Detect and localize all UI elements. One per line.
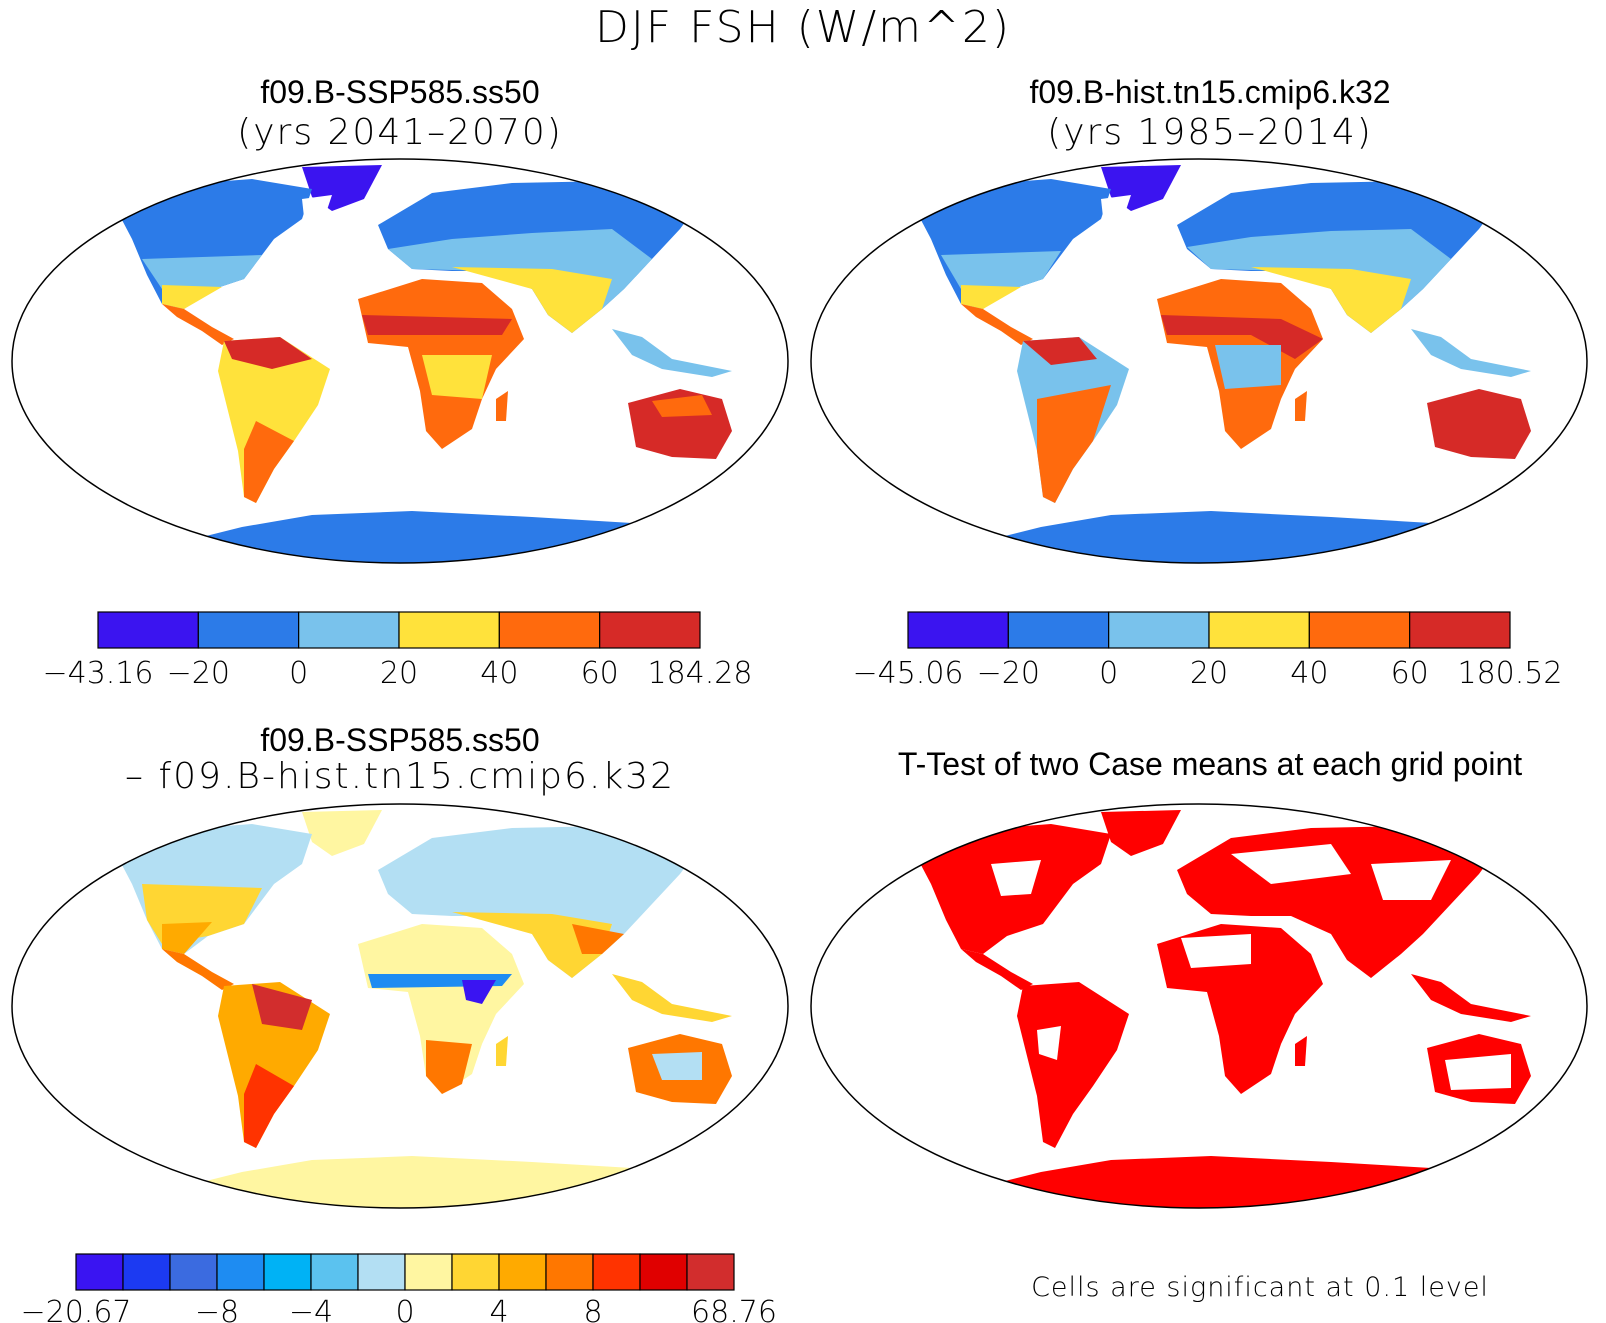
colorbar-swatch <box>169 1253 218 1291</box>
colorbar-tick-label: −20 <box>167 656 230 691</box>
historical-years: (yrs 1985–2014) <box>1047 112 1373 153</box>
colorbar-tick-label: 40 <box>480 656 518 691</box>
ttest-note: Cells are significant at 0.1 level <box>1031 1272 1489 1303</box>
colorbar-tick-label: −20.67 <box>20 1295 131 1323</box>
colorbar-swatch <box>1208 611 1310 649</box>
colorbar-tick-label: 0 <box>1099 656 1118 691</box>
colorbar-tick-label: 8 <box>583 1295 602 1323</box>
colorbar-swatch <box>216 1253 265 1291</box>
difference-case-name: f09.B-SSP585.ss50 <box>260 722 540 758</box>
colorbar-swatch <box>122 1253 171 1291</box>
colorbar-swatch <box>398 611 500 649</box>
colorbar-tick-label: 60 <box>1391 656 1429 691</box>
future-map <box>11 158 789 564</box>
colorbar-swatch <box>599 611 701 649</box>
colorbar-tick-label: 40 <box>1290 656 1328 691</box>
future-years: (yrs 2041–2070) <box>237 112 563 153</box>
colorbar-tick-label: −4 <box>289 1295 333 1323</box>
difference-colorbar: −20.67 −8 −4 0 4 8 68.76 <box>20 1253 777 1323</box>
colorbar-tick-label: −43.16 <box>42 656 153 691</box>
colorbar-tick-label: 68.76 <box>691 1295 777 1323</box>
colorbar-swatch <box>592 1253 641 1291</box>
colorbar-swatch <box>263 1253 312 1291</box>
ttest-map <box>810 803 1588 1209</box>
colorbar-swatch <box>404 1253 453 1291</box>
colorbar-swatch <box>298 611 400 649</box>
colorbar-tick-label: 184.28 <box>648 656 753 691</box>
historical-case-name: f09.B-hist.tn15.cmip6.k32 <box>1029 74 1391 110</box>
colorbar-swatch <box>686 1253 735 1291</box>
colorbar-swatch <box>498 1253 547 1291</box>
difference-map <box>11 803 789 1209</box>
colorbar-tick-label: 0 <box>395 1295 414 1323</box>
historical-map <box>810 158 1588 564</box>
colorbar-swatch <box>498 611 601 649</box>
historical-colorbar: −45.06 −20 0 20 40 60 180.52 <box>852 611 1563 691</box>
future-colorbar: −43.16 −20 0 20 40 60 184.28 <box>42 611 753 691</box>
colorbar-swatch <box>1007 611 1110 649</box>
colorbar-swatch <box>75 1253 124 1291</box>
colorbar-tick-label: 180.52 <box>1458 656 1563 691</box>
main-title: DJF FSH (W/m^2) <box>594 2 1012 53</box>
colorbar-tick-label: 0 <box>289 656 308 691</box>
ttest-title: T-Test of two Case means at each grid po… <box>897 746 1523 782</box>
colorbar-swatch <box>310 1253 359 1291</box>
colorbar-swatch <box>451 1253 500 1291</box>
colorbar-tick-label: −45.06 <box>852 656 963 691</box>
colorbar-swatch <box>97 611 199 649</box>
colorbar-tick-label: −20 <box>977 656 1040 691</box>
colorbar-swatch <box>545 1253 594 1291</box>
colorbar-swatch <box>197 611 300 649</box>
colorbar-tick-label: 20 <box>1190 656 1228 691</box>
future-case-name: f09.B-SSP585.ss50 <box>260 74 540 110</box>
colorbar-tick-label: 4 <box>489 1295 508 1323</box>
difference-minus: – f09.B-hist.tn15.cmip6.k32 <box>125 756 675 797</box>
colorbar-tick-label: −8 <box>195 1295 239 1323</box>
colorbar-swatch <box>1409 611 1511 649</box>
colorbar-tick-label: 60 <box>581 656 619 691</box>
colorbar-swatch <box>1308 611 1411 649</box>
colorbar-swatch <box>639 1253 688 1291</box>
colorbar-tick-label: 20 <box>380 656 418 691</box>
colorbar-swatch <box>1108 611 1210 649</box>
colorbar-swatch <box>357 1253 406 1291</box>
colorbar-swatch <box>907 611 1009 649</box>
